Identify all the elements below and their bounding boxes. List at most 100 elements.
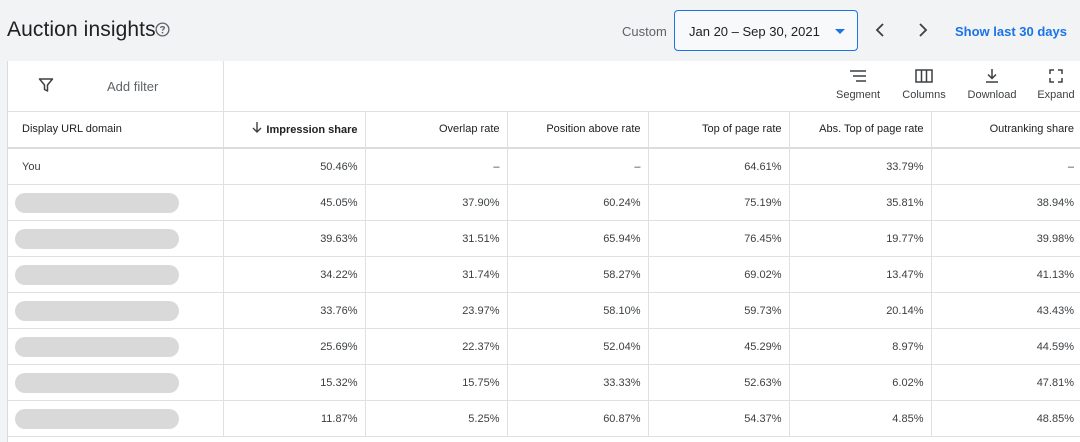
download-label: Download xyxy=(967,89,1017,101)
column-header-impression-share[interactable]: Impression share xyxy=(223,111,366,149)
table-toolbar: Add filter Segment Columns Download xyxy=(8,61,1080,112)
metric-cell: 52.04% xyxy=(507,328,649,365)
metric-cell: 54.37% xyxy=(648,400,790,437)
metric-cell: 31.51% xyxy=(365,220,508,257)
download-button[interactable]: Download xyxy=(965,69,1019,101)
metric-cell: 25.69% xyxy=(223,328,366,365)
domain-cell xyxy=(8,220,224,257)
metric-cell: 45.29% xyxy=(648,328,790,365)
table-row: 39.63% 31.51% 65.94% 76.45% 19.77% 39.98% xyxy=(8,220,1080,257)
metric-cell: 23.97% xyxy=(365,292,508,329)
caret-down-icon xyxy=(835,29,845,34)
metric-cell: 33.33% xyxy=(507,364,649,401)
expand-icon xyxy=(1049,69,1063,83)
date-range-select[interactable]: Jan 20 – Sep 30, 2021 xyxy=(674,10,858,51)
metric-cell: 11.87% xyxy=(223,400,366,437)
help-icon[interactable] xyxy=(155,22,170,37)
metric-cell: 39.98% xyxy=(931,220,1080,257)
column-header-abs-top-of-page-rate[interactable]: Abs. Top of page rate xyxy=(789,111,932,149)
domain-cell xyxy=(8,328,224,365)
show-last-30-days-button[interactable]: Show last 30 days xyxy=(955,24,1067,39)
page-title: Auction insights xyxy=(7,18,156,41)
domain-cell xyxy=(8,364,224,401)
table-row: 11.87% 5.25% 60.87% 54.37% 4.85% 48.85% xyxy=(8,400,1080,437)
metric-cell: 22.37% xyxy=(365,328,508,365)
table-row: 34.22% 31.74% 58.27% 69.02% 13.47% 41.13% xyxy=(8,256,1080,293)
arrow-down-icon xyxy=(252,122,262,136)
domain-cell xyxy=(8,400,224,437)
auction-insights-panel: Add filter Segment Columns Download xyxy=(7,61,1080,442)
metric-cell: 13.47% xyxy=(789,256,932,293)
table-row: 33.76% 23.97% 58.10% 59.73% 20.14% 43.43% xyxy=(8,292,1080,329)
metric-cell: 4.85% xyxy=(789,400,932,437)
metric-cell: 37.90% xyxy=(365,184,508,221)
metric-cell: 20.14% xyxy=(789,292,932,329)
metric-cell: 8.97% xyxy=(789,328,932,365)
metric-cell: 59.73% xyxy=(648,292,790,329)
metric-cell: – xyxy=(507,148,649,185)
redacted-domain xyxy=(15,264,179,285)
metric-cell: 47.81% xyxy=(931,364,1080,401)
top-bar: Auction insights Custom Jan 20 – Sep 30,… xyxy=(0,0,1080,61)
redacted-domain xyxy=(15,336,179,357)
domain-cell: You xyxy=(8,148,224,185)
table-row: You 50.46% – –64.61% 33.79% – xyxy=(8,148,1080,185)
domain-cell xyxy=(8,256,224,293)
add-filter-button[interactable]: Add filter xyxy=(107,79,159,94)
metric-cell: 45.05% xyxy=(223,184,366,221)
metric-cell: 33.79% xyxy=(789,148,932,185)
table-row: 25.69% 22.37% 52.04% 45.29% 8.97% 44.59% xyxy=(8,328,1080,365)
redacted-domain xyxy=(15,300,179,321)
redacted-domain xyxy=(15,192,179,213)
metric-cell: 38.94% xyxy=(931,184,1080,221)
metric-cell: 19.77% xyxy=(789,220,932,257)
metric-cell: 69.02% xyxy=(648,256,790,293)
metric-cell: 39.63% xyxy=(223,220,366,257)
filter-area[interactable]: Add filter xyxy=(8,61,224,111)
metric-cell: – xyxy=(365,148,508,185)
metric-cell: 75.19% xyxy=(648,184,790,221)
date-range-value: Jan 20 – Sep 30, 2021 xyxy=(689,24,820,39)
metric-cell: 65.94% xyxy=(507,220,649,257)
metric-cell: 5.25% xyxy=(365,400,508,437)
column-header-overlap-rate[interactable]: Overlap rate xyxy=(365,111,508,149)
metric-cell: 64.61% xyxy=(648,148,790,185)
filter-icon[interactable] xyxy=(38,77,54,93)
segment-button[interactable]: Segment xyxy=(835,69,881,101)
metric-cell: 35.81% xyxy=(789,184,932,221)
metric-cell: 41.13% xyxy=(931,256,1080,293)
table-row: 15.32% 15.75% 33.33% 52.63% 6.02% 47.81% xyxy=(8,364,1080,401)
redacted-domain xyxy=(15,372,179,393)
metric-cell: 48.85% xyxy=(931,400,1080,437)
metric-cell: 31.74% xyxy=(365,256,508,293)
auction-insights-table: Display URL domain Impression share Over… xyxy=(8,111,1080,437)
column-header-position-above-rate[interactable]: Position above rate xyxy=(507,111,649,149)
table-header-row: Display URL domain Impression share Over… xyxy=(8,111,1080,149)
columns-button[interactable]: Columns xyxy=(899,69,949,101)
metric-cell: 15.32% xyxy=(223,364,366,401)
download-icon xyxy=(986,69,998,83)
expand-button[interactable]: Expand xyxy=(1035,69,1077,101)
chevron-right-icon[interactable] xyxy=(913,20,933,40)
metric-cell: 44.59% xyxy=(931,328,1080,365)
metric-cell: 76.45% xyxy=(648,220,790,257)
segment-icon xyxy=(850,70,866,82)
metric-cell: 52.63% xyxy=(648,364,790,401)
custom-label: Custom xyxy=(622,24,667,39)
table-row: 45.05% 37.90% 60.24% 75.19% 35.81% 38.94% xyxy=(8,184,1080,221)
redacted-domain xyxy=(15,408,179,429)
columns-label: Columns xyxy=(902,89,946,101)
domain-cell xyxy=(8,184,224,221)
metric-cell: 33.76% xyxy=(223,292,366,329)
expand-label: Expand xyxy=(1037,89,1075,101)
redacted-domain xyxy=(15,228,179,249)
metric-cell: 60.87% xyxy=(507,400,649,437)
columns-icon xyxy=(915,69,933,83)
column-header-outranking-share[interactable]: Outranking share xyxy=(931,111,1080,149)
column-header-top-of-page-rate[interactable]: Top of page rate xyxy=(648,111,790,149)
chevron-left-icon[interactable] xyxy=(870,20,890,40)
segment-label: Segment xyxy=(835,89,881,101)
column-header-domain[interactable]: Display URL domain xyxy=(8,111,224,149)
metric-cell: 34.22% xyxy=(223,256,366,293)
metric-cell: 43.43% xyxy=(931,292,1080,329)
